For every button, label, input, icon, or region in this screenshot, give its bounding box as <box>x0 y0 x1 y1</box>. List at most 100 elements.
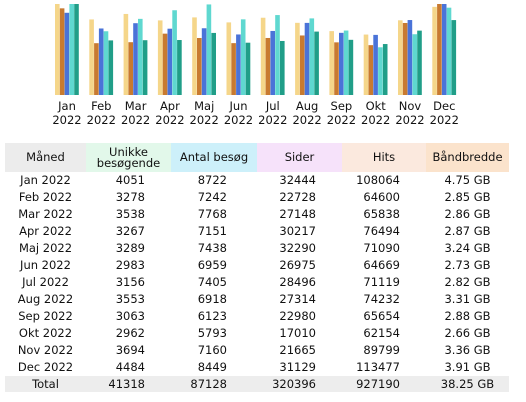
cell-pages: 21665 <box>279 343 316 357</box>
bar-hits <box>94 43 99 95</box>
bar-bandwidth <box>74 4 79 95</box>
cell-bandwidth: 4.75 GB <box>444 173 491 187</box>
bar-bandwidth <box>108 40 114 95</box>
monthly-bar-chart: Jan2022Feb2022Mar2022Apr2022Maj2022Jun20… <box>52 4 459 127</box>
x-tick-label: 2022 <box>224 113 253 127</box>
bar-bandwidth <box>245 42 251 95</box>
bar-unique-visitors <box>98 28 104 95</box>
cell-pages: 27314 <box>279 292 316 306</box>
cell-month: Aug 2022 <box>17 292 74 306</box>
x-tick-label: Dec <box>433 99 455 113</box>
cell-pages: 22980 <box>279 309 316 323</box>
cell-bandwidth: 2.82 GB <box>444 275 491 289</box>
total-row: Total 41318 87128 320396 927190 38.25 GB <box>5 376 509 392</box>
bar-pages <box>275 15 280 96</box>
header-unique-visitors: Unikke besøgende <box>86 143 171 172</box>
bar-visits <box>123 13 129 95</box>
cell-bandwidth: 2.86 GB <box>444 207 491 221</box>
bar-bandwidth <box>382 44 388 95</box>
bar-hits <box>299 35 305 95</box>
x-tick-label: 2022 <box>52 113 81 127</box>
cell-pages: 32444 <box>279 173 316 187</box>
cell-hits: 108064 <box>356 173 400 187</box>
bar-unique-visitors <box>236 34 241 95</box>
table-row: Jun 2022 2983 6959 26975 64669 2.73 GB <box>5 257 509 274</box>
bar-visits <box>55 4 60 95</box>
cell-visits: 7768 <box>197 207 227 221</box>
x-tick-label: Aug <box>296 99 318 113</box>
cell-visits: 5793 <box>197 326 227 340</box>
bar-pages <box>412 34 417 95</box>
cell-unique-visitors: 4051 <box>115 173 145 187</box>
x-tick-label: Jun <box>229 99 248 113</box>
cell-bandwidth: 2.85 GB <box>444 190 491 204</box>
cell-pages: 26975 <box>279 258 316 272</box>
bar-unique-visitors <box>64 12 70 95</box>
bar-visits <box>295 22 300 95</box>
x-tick-label: 2022 <box>430 113 459 127</box>
cell-hits: 71119 <box>363 275 400 289</box>
total-pages: 320396 <box>257 376 342 392</box>
bar-hits <box>402 22 408 96</box>
cell-bandwidth: 3.31 GB <box>444 292 491 306</box>
bar-pages <box>103 31 109 96</box>
bar-hits <box>437 4 442 95</box>
table-row: Jan 2022 4051 8722 32444 108064 4.75 GB <box>5 172 509 189</box>
table-header-row: Måned Unikke besøgende Antal besøg Sider… <box>5 143 509 172</box>
cell-unique-visitors: 4484 <box>115 360 145 374</box>
cell-bandwidth: 3.91 GB <box>444 360 491 374</box>
cell-visits: 8722 <box>197 173 227 187</box>
cell-month: Mar 2022 <box>18 207 73 221</box>
bar-pages <box>172 10 177 96</box>
cell-hits: 64600 <box>363 190 400 204</box>
cell-unique-visitors: 2983 <box>115 258 145 272</box>
cell-month: Dec 2022 <box>17 360 74 374</box>
cell-pages: 30217 <box>279 224 316 238</box>
x-tick-label: 2022 <box>190 113 219 127</box>
bar-hits <box>128 42 133 95</box>
cell-bandwidth: 2.88 GB <box>444 309 491 323</box>
bar-visits <box>432 6 437 96</box>
bar-hits <box>162 33 168 95</box>
cell-month: Feb 2022 <box>18 190 73 204</box>
bar-visits <box>329 31 334 96</box>
header-hits: Hits <box>342 143 426 172</box>
bar-pages <box>69 4 74 95</box>
x-tick-label: Apr <box>160 99 180 113</box>
total-visits: 87128 <box>171 376 257 392</box>
x-tick-label: 2022 <box>155 113 184 127</box>
cell-bandwidth: 2.87 GB <box>444 224 491 238</box>
bar-unique-visitors <box>441 4 447 95</box>
table-row: Jul 2022 3156 7405 28496 71119 2.82 GB <box>5 274 509 291</box>
cell-visits: 7438 <box>197 241 227 255</box>
bar-unique-visitors <box>133 23 138 95</box>
cell-month: Jul 2022 <box>22 275 69 289</box>
table-row: Okt 2022 2962 5793 17010 62154 2.66 GB <box>5 325 509 342</box>
bar-unique-visitors <box>201 28 207 95</box>
cell-hits: 65838 <box>363 207 400 221</box>
bar-visits <box>192 17 197 95</box>
x-tick-label: Okt <box>366 99 387 113</box>
cell-visits: 6918 <box>197 292 227 306</box>
cell-month: Okt 2022 <box>18 326 73 340</box>
table-row: Mar 2022 3538 7768 27148 65838 2.86 GB <box>5 206 509 223</box>
cell-unique-visitors: 3553 <box>115 292 145 306</box>
cell-visits: 7160 <box>197 343 227 357</box>
cell-pages: 17010 <box>279 326 316 340</box>
bar-pages <box>446 7 452 96</box>
bar-bandwidth <box>314 31 319 95</box>
table-row: Feb 2022 3278 7242 22728 64600 2.85 GB <box>5 189 509 206</box>
bar-pages <box>240 19 246 96</box>
bar-hits <box>197 37 202 95</box>
monthly-stats-table: Måned Unikke besøgende Antal besøg Sider… <box>5 143 509 392</box>
cell-month: Jun 2022 <box>20 258 71 272</box>
total-label: Total <box>5 376 86 392</box>
x-tick-label: 2022 <box>327 113 356 127</box>
total-hits: 927190 <box>342 376 426 392</box>
x-tick-label: 2022 <box>121 113 150 127</box>
cell-month: Maj 2022 <box>18 241 73 255</box>
bar-unique-visitors <box>373 34 378 95</box>
bar-unique-visitors <box>167 28 173 96</box>
cell-hits: 71090 <box>363 241 400 255</box>
cell-unique-visitors: 3278 <box>115 190 145 204</box>
